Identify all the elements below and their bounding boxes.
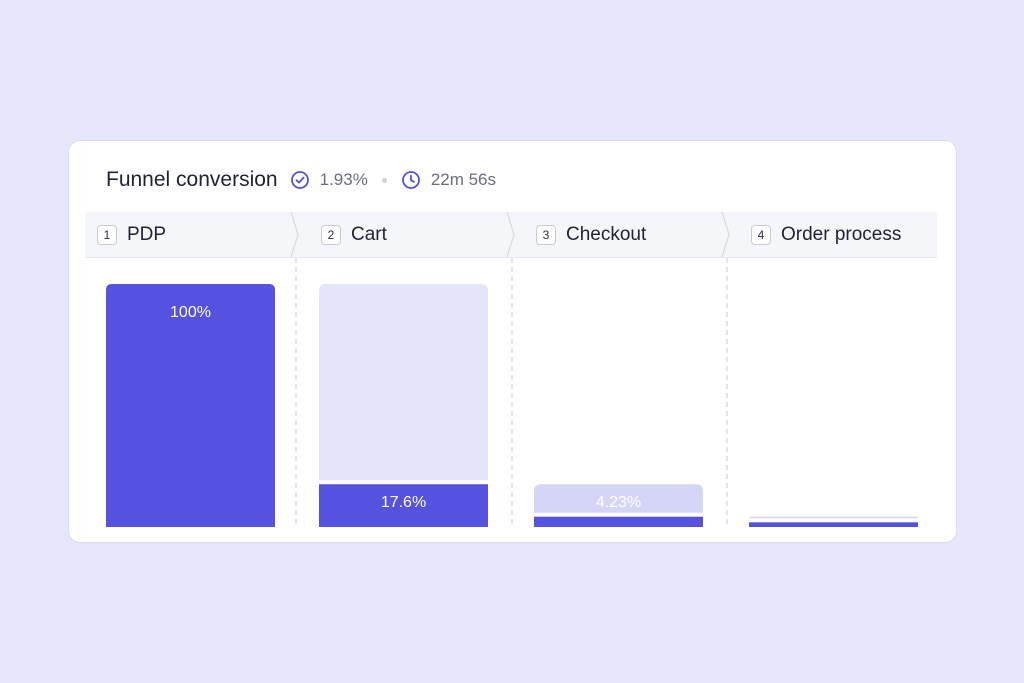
chevron-right-icon — [506, 212, 515, 257]
step-order-process[interactable]: 4 Order process — [751, 212, 901, 257]
bar-value-label: 1.93% — [811, 494, 856, 511]
step-pdp[interactable]: 1 PDP — [97, 212, 166, 257]
step-label: Cart — [351, 223, 387, 245]
conversion-bar[interactable] — [106, 284, 275, 527]
funnel-title: Funnel conversion — [106, 168, 278, 191]
check-circle-icon — [290, 170, 310, 190]
clock-icon — [401, 170, 421, 190]
bar-value-label: 4.23% — [596, 494, 641, 511]
funnel-chart: 100% 17.6% 4.23% 1.93% — [106, 258, 918, 527]
step-number: 4 — [751, 224, 771, 245]
dropoff-bar[interactable] — [534, 484, 703, 513]
step-label: Order process — [781, 223, 902, 245]
step-number: 3 — [536, 224, 556, 245]
conversion-duration: 22m 56s — [430, 170, 497, 189]
conversion-rate: 1.93% — [319, 170, 368, 189]
separator-dot — [381, 177, 387, 183]
funnel-header: Funnel conversion 1.93% 22m 56s — [106, 167, 496, 193]
dropoff-bar[interactable] — [319, 284, 488, 481]
bar-value-label: 17.6% — [381, 494, 426, 511]
step-label: Checkout — [566, 223, 647, 245]
bar-value-label: 100% — [170, 304, 211, 321]
dropoff-bar[interactable] — [749, 516, 918, 519]
chevron-right-icon — [290, 212, 299, 257]
funnel-card: Funnel conversion 1.93% 22m 56s 1 PDP 2 — [68, 140, 957, 543]
step-checkout[interactable]: 3 Checkout — [536, 212, 646, 257]
conversion-bar[interactable] — [749, 522, 918, 527]
step-number: 1 — [97, 224, 117, 245]
conversion-bar[interactable] — [319, 484, 488, 527]
funnel-steps-header: 1 PDP 2 Cart 3 Checkout 4 Order process — [85, 212, 937, 258]
chevron-right-icon — [721, 212, 730, 257]
conversion-bar[interactable] — [534, 516, 703, 527]
step-cart[interactable]: 2 Cart — [321, 212, 387, 257]
step-label: PDP — [127, 223, 167, 245]
step-number: 2 — [321, 224, 341, 245]
